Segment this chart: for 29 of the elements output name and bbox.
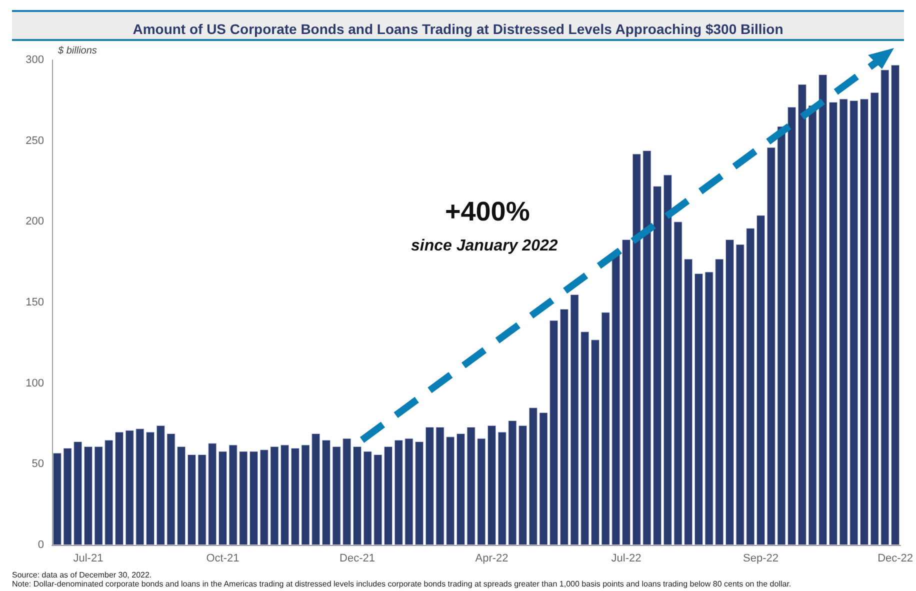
source-note: Source: data as of December 30, 2022. <box>12 570 152 580</box>
bar <box>488 425 496 545</box>
bar <box>218 451 227 545</box>
x-tick-label: Jul-21 <box>73 552 104 564</box>
bar <box>860 98 868 545</box>
y-tick-label: 300 <box>26 54 44 66</box>
x-tick-label: Apr-22 <box>475 552 508 564</box>
x-tick-label: Sep-22 <box>743 552 779 564</box>
chart-title: Amount of US Corporate Bonds and Loans Trading at Distressed Levels Approaching $300 Billion <box>132 21 784 37</box>
y-tick-label: 50 <box>32 458 44 470</box>
x-tick-label: Jul-22 <box>611 552 642 564</box>
y-tick-label: 100 <box>26 377 44 390</box>
x-tick-label: Dec-22 <box>878 552 914 564</box>
x-tick-label: Oct-21 <box>206 552 240 564</box>
y-tick-label: 200 <box>26 216 44 228</box>
bar <box>353 446 362 545</box>
bar <box>115 432 124 545</box>
y-tick-label: 0 <box>38 539 44 551</box>
x-tick-label: Dec-21 <box>340 552 375 564</box>
bar <box>622 239 631 545</box>
annotation: +400% <box>445 196 530 226</box>
bar <box>590 340 600 545</box>
annotation: since January 2022 <box>411 238 558 254</box>
bar <box>250 451 258 545</box>
text: Note: Dollar-denominated corporate bonds and loans in the Americas trading at distressed levels includes corporate bonds trading at spreads greater than 1,000 basis points and loans trading below 80 cents on the dollar. <box>12 580 792 588</box>
y-tick-label: 150 <box>26 296 44 308</box>
y-axis-title: $ billions <box>57 46 97 56</box>
bar <box>726 239 734 545</box>
y-tick-label: 250 <box>26 134 44 147</box>
